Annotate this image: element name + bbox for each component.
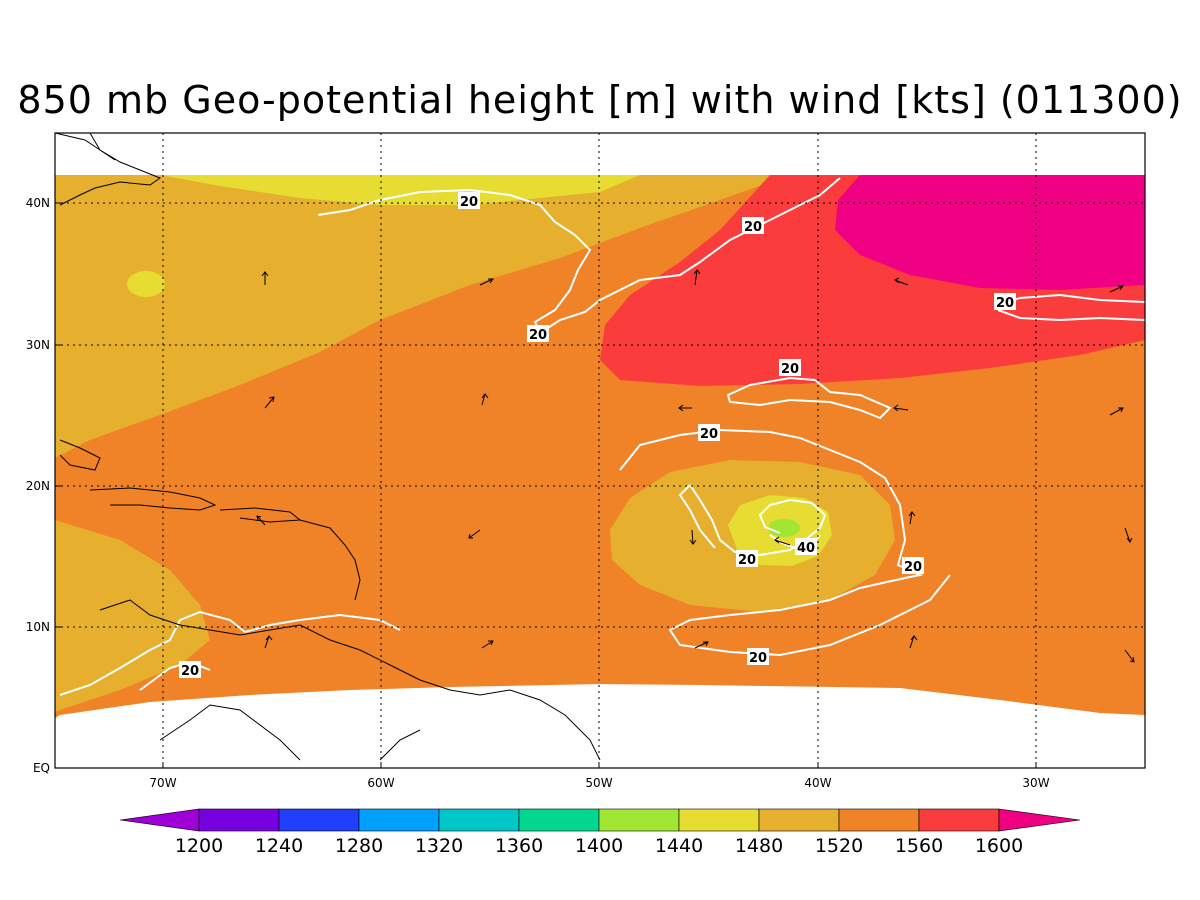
colorbar-label: 1280 [335, 835, 383, 857]
colorbar-swatch [918, 808, 1000, 832]
colorbar-swatch [598, 808, 680, 832]
field-1480-blob [127, 271, 165, 297]
lon-label: 60W [367, 776, 394, 790]
lon-label: 50W [585, 776, 612, 790]
colorbar-swatch [438, 808, 520, 832]
contour-label: 20 [749, 651, 767, 666]
wind-arrows [256, 269, 1135, 663]
field-above-1600 [835, 175, 1145, 290]
lon-label: 40W [804, 776, 831, 790]
map-frame [54, 132, 1146, 769]
colorbar-label: 1400 [575, 835, 623, 857]
contour-20-mid [726, 376, 892, 420]
colorbar-swatch-below [119, 808, 200, 832]
contour-20-north [317, 177, 841, 334]
contour-label-group: 20 20 20 20 20 20 20 20 20 20 40 [179, 192, 1016, 679]
contour-label: 40 [797, 541, 815, 556]
colorbar-swatch [518, 808, 600, 832]
coast-northeast-us [55, 133, 162, 206]
lon-label: 30W [1022, 776, 1049, 790]
contour-label: 20 [904, 560, 922, 575]
colorbar-swatch-above [998, 808, 1081, 832]
colorbar-swatch [758, 808, 840, 832]
axis-ticks [55, 202, 1037, 769]
map-title: 850 mb Geo-potential height [m] with win… [17, 78, 1183, 122]
contour-label: 20 [996, 296, 1014, 311]
lat-label: EQ [33, 761, 50, 775]
colorbar-label: 1320 [415, 835, 463, 857]
lat-label: 30N [26, 338, 50, 352]
lat-label: 20N [26, 479, 50, 493]
contour-label: 20 [781, 362, 799, 377]
lon-label: 70W [149, 776, 176, 790]
coast-greater-antilles [89, 487, 302, 523]
colorbar-swatch [358, 808, 440, 832]
coastlines [55, 133, 601, 761]
lat-label: 40N [26, 196, 50, 210]
contour-label: 20 [700, 427, 718, 442]
contour-inner [678, 484, 827, 557]
colorbar: 1200 1240 1280 1320 1360 1400 1440 1480 … [119, 808, 1081, 857]
contour-label: 20 [529, 328, 547, 343]
lon-labels: 70W 60W 50W 40W 30W [149, 776, 1049, 790]
height-field [55, 175, 1145, 718]
colorbar-swatch [838, 808, 920, 832]
colorbar-label: 1200 [175, 835, 223, 857]
contour-label: 20 [744, 220, 762, 235]
lat-label: 10N [26, 620, 50, 634]
graticule [55, 133, 1145, 768]
colorbar-label: 1440 [655, 835, 703, 857]
coast-lesser-antilles [299, 519, 361, 601]
colorbar-label: 1560 [895, 835, 943, 857]
contour-label: 20 [181, 664, 199, 679]
contour-label: 20 [460, 195, 478, 210]
field-1520-nw [55, 175, 790, 458]
contour-label: 20 [738, 553, 756, 568]
colorbar-swatch [278, 808, 360, 832]
colorbar-label: 1360 [495, 835, 543, 857]
colorbar-label: 1480 [735, 835, 783, 857]
coast-florida [59, 439, 101, 471]
colorbar-swatch [678, 808, 760, 832]
colorbar-label: 1600 [975, 835, 1023, 857]
coast-south-america [99, 599, 601, 761]
colorbar-label: 1520 [815, 835, 863, 857]
lat-labels: 40N 30N 20N 10N EQ [26, 196, 50, 775]
colorbar-label: 1240 [255, 835, 303, 857]
field-1440-core [768, 519, 800, 537]
colorbar-swatch [198, 808, 280, 832]
field-1520-sw [55, 520, 210, 712]
